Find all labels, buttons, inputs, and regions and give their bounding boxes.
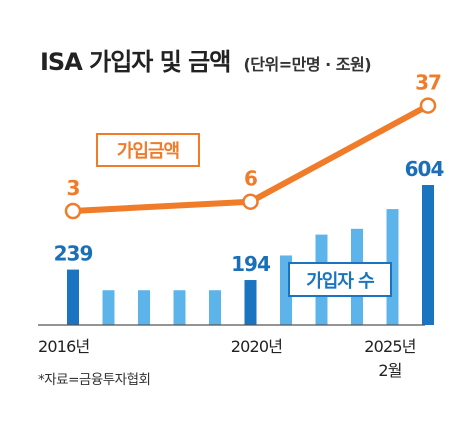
source-note: *자료=금융투자협회	[38, 372, 151, 388]
series-label-box-amount	[96, 133, 200, 167]
bar-subscribers	[138, 290, 150, 325]
x-tick-label: 2020년	[231, 337, 283, 356]
chart-title: ISA 가입자 및 금액 (단위=만명 · 조원)	[40, 40, 372, 78]
unit-text: (단위=만명 · 조원)	[243, 55, 372, 74]
line-point	[64, 202, 82, 220]
bar-data-label: 239	[54, 242, 93, 266]
bar-subscribers	[209, 290, 221, 325]
bar-subscribers	[102, 290, 115, 325]
line-data-label: 6	[244, 167, 257, 191]
line-data-label: 3	[67, 176, 80, 200]
bar-data-label: 194	[231, 252, 270, 276]
x-tick-label-line: 2월	[378, 361, 401, 380]
line-data-label: 37	[415, 71, 441, 95]
bar-subscribers	[244, 280, 257, 325]
series-label-box-subscribers	[288, 262, 392, 297]
bar-subscribers	[422, 184, 434, 325]
title-text: ISA 가입자 및 금액	[40, 48, 231, 76]
x-tick-label-line: 2025년	[364, 337, 416, 356]
bar-subscribers	[173, 290, 186, 325]
x-tick-label: 2025년 2월	[364, 337, 416, 380]
bar-subscribers	[67, 269, 79, 325]
series-label-amount: 가입금액	[117, 140, 179, 162]
line-point	[242, 193, 259, 210]
line-point	[419, 97, 437, 114]
x-tick-label: 2016년	[38, 337, 90, 356]
bar-data-label: 604	[405, 157, 444, 181]
series-label-subscribers: 가입자 수	[306, 270, 374, 292]
